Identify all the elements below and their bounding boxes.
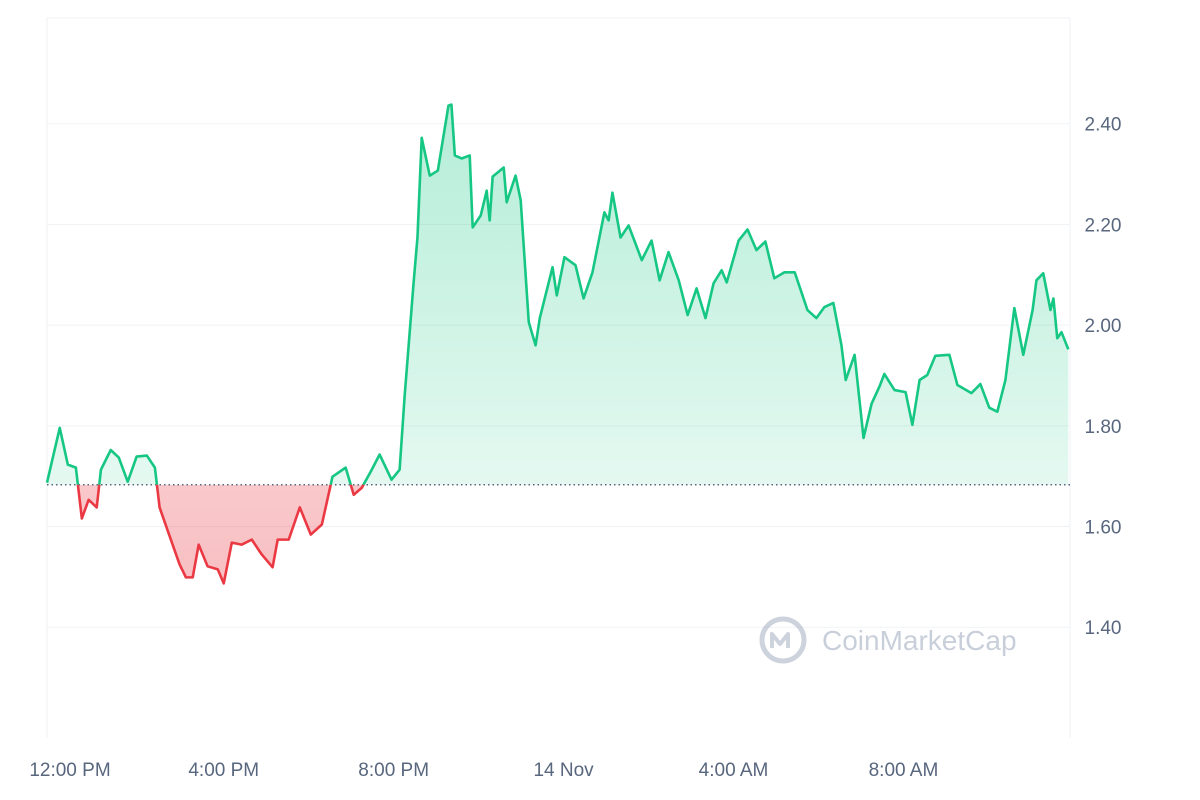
y-tick-label: 2.20 xyxy=(1085,215,1122,236)
watermark: CoinMarketCap xyxy=(822,625,1017,656)
axis-labels: 1.40 1.60 1.80 2.00 2.20 2.40 12:00 PM 4:00 PM 8… xyxy=(29,115,1121,781)
x-tick-label: 4:00 PM xyxy=(188,760,259,781)
areas xyxy=(47,104,1069,584)
x-tick-label: 14 Nov xyxy=(533,760,594,781)
price-line-up xyxy=(45,103,1070,485)
x-tick-label: 4:00 AM xyxy=(699,760,769,781)
x-tick-label: 8:00 AM xyxy=(869,760,939,781)
plot-frame xyxy=(46,17,1071,738)
y-tick-label: 1.40 xyxy=(1085,618,1122,639)
y-tick-label: 2.00 xyxy=(1085,316,1122,337)
y-tick-label: 2.40 xyxy=(1085,115,1122,136)
x-tick-label: 12:00 PM xyxy=(29,760,110,781)
area-below xyxy=(77,484,364,584)
price-line-down xyxy=(76,484,365,585)
watermark-logo xyxy=(759,616,807,664)
x-tick-label: 8:00 PM xyxy=(358,760,429,781)
y-tick-label: 1.80 xyxy=(1085,417,1122,438)
lines xyxy=(45,103,1070,585)
y-tick-label: 1.60 xyxy=(1085,518,1122,539)
